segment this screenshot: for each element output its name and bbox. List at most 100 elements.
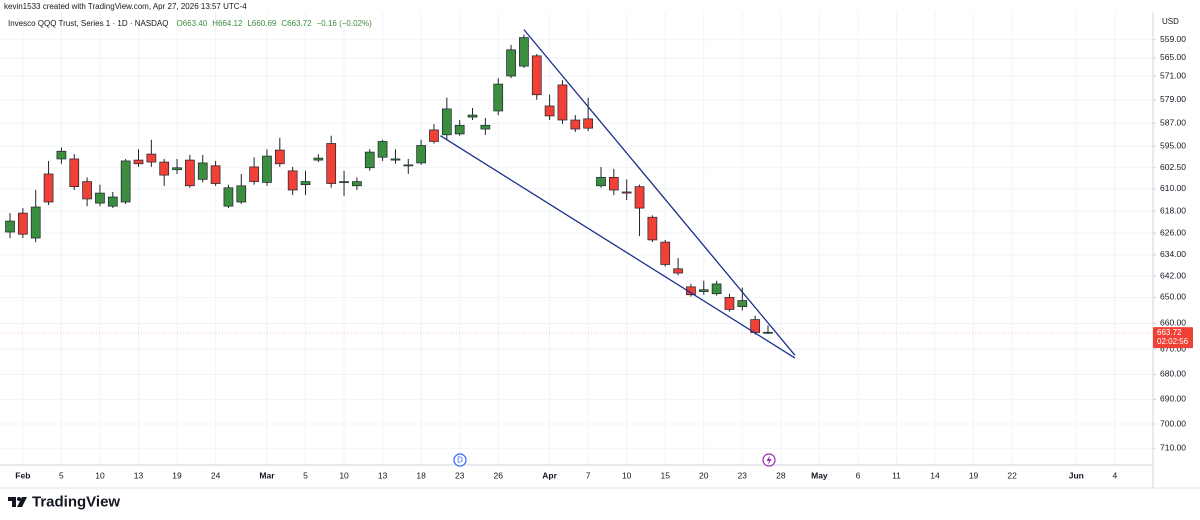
brand-logo [8, 497, 27, 507]
trendline [440, 135, 796, 359]
x-tick-label: 14 [930, 470, 940, 480]
x-tick-label: 13 [134, 470, 144, 480]
y-tick-label: 626.00 [1160, 227, 1186, 237]
x-tick-label: 13 [378, 470, 388, 480]
candle-body [544, 105, 555, 117]
ohlc-value: L660.69 [247, 19, 276, 28]
candle-body [403, 164, 414, 167]
x-tick-label: May [811, 470, 828, 480]
dividend-icon[interactable] [453, 453, 467, 467]
x-tick-label: 4 [1113, 470, 1118, 480]
y-tick-label: 602.50 [1160, 162, 1186, 172]
ohlc-value: O663.40 [177, 19, 208, 28]
earnings-bolt [766, 455, 772, 465]
candle-body [570, 119, 581, 130]
candle-body [454, 124, 465, 135]
candle-body [763, 331, 773, 334]
logo-mark [8, 497, 16, 507]
candle-body [223, 187, 234, 207]
x-tick-label: 11 [892, 470, 901, 480]
candle-body [377, 141, 388, 158]
y-tick-label: 650.00 [1160, 292, 1186, 302]
candle-body [429, 129, 439, 142]
x-tick-label: 19 [969, 470, 979, 480]
candle-body [56, 150, 67, 160]
x-tick-label: 5 [59, 470, 64, 480]
y-tick-label: 710.00 [1160, 442, 1186, 452]
attribution: kevin1533 created with TradingView.com, … [4, 2, 247, 11]
trendline [523, 29, 796, 356]
candle-body [364, 151, 375, 169]
candle-body [724, 297, 735, 310]
candle-body [197, 162, 208, 180]
x-tick-label: 19 [172, 470, 182, 480]
candle-body [506, 49, 516, 77]
candle-body [30, 206, 41, 239]
candle-body [249, 166, 259, 182]
y-tick-label: 571.00 [1160, 70, 1186, 80]
candle-body [660, 241, 671, 265]
candle-body [120, 160, 131, 203]
candle-body [583, 118, 593, 129]
x-tick-label: 10 [95, 470, 105, 480]
x-tick-label: 23 [455, 470, 465, 480]
candle-body [274, 149, 285, 165]
ohlc-value: −0.16 (−0.02%) [317, 19, 372, 28]
candle-body [82, 181, 92, 200]
y-tick-label: 587.00 [1160, 117, 1186, 127]
candle-body [557, 84, 568, 121]
candle-body [107, 196, 118, 207]
x-tick-label: 28 [776, 470, 786, 480]
y-tick-label: 610.00 [1160, 183, 1186, 193]
y-tick-label: 642.00 [1160, 270, 1186, 280]
logo-dot [17, 497, 21, 501]
y-tick-label: 634.00 [1160, 249, 1186, 259]
symbol: Invesco QQQ Trust, Series 1 · 1D · NASDA… [8, 19, 169, 28]
candle-body [711, 283, 722, 295]
x-tick-label: Feb [15, 470, 30, 480]
y-tick-label: 700.00 [1160, 418, 1186, 428]
y-tick-label: 579.00 [1160, 94, 1186, 104]
candle-body [172, 167, 182, 171]
candle-body [608, 177, 619, 191]
ohlc-value: C663.72 [281, 19, 312, 28]
last-price-label: 663.72 [1157, 328, 1182, 337]
candle-body [647, 216, 658, 241]
candle-body [634, 186, 645, 209]
grid [0, 12, 1153, 465]
x-tick-label: 26 [493, 470, 503, 480]
candle-body [236, 185, 247, 203]
candle-body [596, 177, 606, 187]
y-tick-label: 660.00 [1160, 318, 1186, 328]
candle-body [69, 158, 80, 187]
candle-body [18, 212, 28, 235]
brand: TradingView [32, 493, 120, 510]
x-tick-label: 23 [738, 470, 748, 480]
x-tick-label: 5 [303, 470, 308, 480]
dividend-icon-letter: D [457, 456, 463, 465]
candle-body [159, 161, 170, 176]
x-tick-label: 24 [211, 470, 221, 480]
y-tick-label: 670.00 [1160, 343, 1186, 353]
candle-body [390, 158, 401, 161]
plot-area [0, 29, 1153, 359]
candle-body [480, 124, 491, 130]
y-tick-label: 680.00 [1160, 369, 1186, 379]
x-tick-label: 22 [1007, 470, 1017, 480]
last-price-box [1153, 327, 1193, 349]
candle-body [326, 143, 337, 184]
x-tick-label: 7 [586, 470, 591, 480]
x-tick-label: 18 [416, 470, 426, 480]
candle-body [493, 83, 504, 112]
x-tick-label: 10 [622, 470, 632, 480]
candle-body [300, 181, 311, 186]
candle-body [339, 181, 349, 183]
candle-body [210, 165, 221, 184]
candle-body [43, 173, 54, 203]
candle-body [698, 289, 709, 292]
candle-body [185, 159, 195, 187]
candle-body [5, 220, 15, 233]
candle-body [621, 191, 632, 194]
